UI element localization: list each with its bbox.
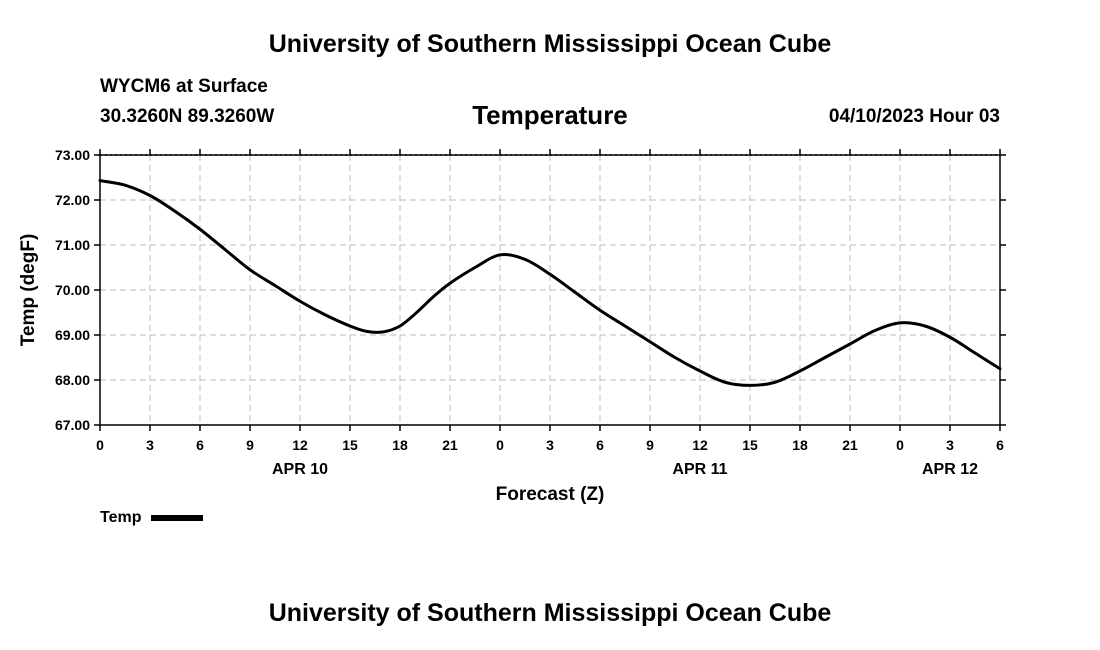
- legend: Temp: [100, 509, 204, 527]
- station-label: WYCM6 at Surface: [100, 76, 268, 97]
- chart-title: Temperature: [472, 100, 628, 130]
- date-label: APR 12: [922, 461, 978, 478]
- x-ticks: 0 3 6 9 12 15 18 21 0 3 6 9 12 15 18 21 0 3 6: [96, 149, 1004, 453]
- x-tick-label: 18: [792, 437, 808, 453]
- page-title: University of Southern Mississippi Ocean…: [268, 30, 832, 58]
- y-tick-label: 73.00: [55, 147, 90, 163]
- y-ticks: 67.00 68.00 69.00 70.00 71.00 72.00 73.00: [55, 147, 1006, 433]
- y-tick-label: 71.00: [55, 237, 90, 253]
- x-tick-label: 3: [146, 437, 154, 453]
- date-labels: APR 10 APR 11 APR 12: [272, 461, 978, 478]
- x-tick-label: 6: [596, 437, 604, 453]
- x-tick-label: 21: [442, 437, 458, 453]
- grid: [100, 154, 1000, 425]
- x-tick-label: 6: [196, 437, 204, 453]
- legend-swatch-temp: [151, 515, 204, 521]
- x-tick-label: 12: [292, 437, 308, 453]
- y-tick-label: 68.00: [55, 372, 90, 388]
- x-tick-label: 0: [96, 437, 104, 453]
- x-tick-label: 15: [742, 437, 758, 453]
- y-axis-label: Temp (degF): [18, 234, 39, 347]
- x-tick-label: 3: [546, 437, 554, 453]
- forecast-time-label: 04/10/2023 Hour 03: [828, 106, 1000, 127]
- date-label: APR 10: [272, 461, 328, 478]
- x-tick-label: 15: [342, 437, 358, 453]
- x-tick-label: 0: [896, 437, 904, 453]
- coordinates-label: 30.3260N 89.3260W: [100, 106, 275, 127]
- y-tick-label: 69.00: [55, 327, 90, 343]
- legend-label: Temp: [100, 509, 142, 526]
- x-tick-label: 12: [692, 437, 708, 453]
- x-tick-label: 21: [842, 437, 858, 453]
- footer-title: University of Southern Mississippi Ocean…: [268, 599, 832, 627]
- x-tick-label: 9: [646, 437, 654, 453]
- x-tick-label: 3: [946, 437, 954, 453]
- series-line-temp: [98, 179, 1002, 387]
- x-tick-label: 0: [496, 437, 504, 453]
- date-label: APR 11: [672, 461, 727, 478]
- y-tick-label: 70.00: [55, 282, 90, 298]
- x-tick-label: 9: [246, 437, 254, 453]
- x-tick-label: 6: [996, 437, 1004, 453]
- x-tick-label: 18: [392, 437, 408, 453]
- x-axis-label: Forecast (Z): [496, 484, 605, 505]
- y-tick-label: 67.00: [55, 417, 90, 433]
- y-tick-label: 72.00: [55, 192, 90, 208]
